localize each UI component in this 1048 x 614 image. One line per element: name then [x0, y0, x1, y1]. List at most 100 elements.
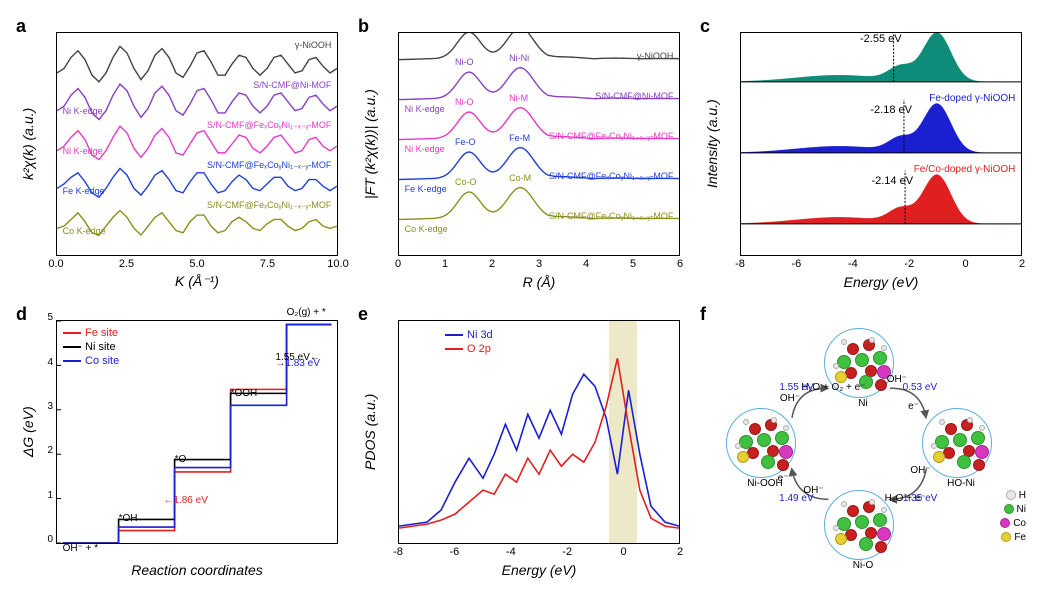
edge-label: Co K-edge — [405, 224, 448, 234]
series-label: Fe-doped γ-NiOOH — [929, 93, 1015, 104]
atom-legend-item: H — [1006, 490, 1026, 501]
series-label: S/N-CMF@FeₓCoᵧNi₁₋ₓ₋ᵧ-MOF — [207, 120, 331, 131]
peak-label: Fe-O — [455, 137, 476, 147]
panel-d-ylabel: ΔG (eV) — [20, 320, 40, 544]
legend-text: Ni 3d — [467, 329, 493, 341]
atom — [933, 451, 945, 463]
atom — [841, 339, 847, 345]
edge-reagent: OH⁻ — [910, 465, 930, 476]
panel-e: e PDOS (a.u.) Ni 3dO 2p Energy (eV) -8-6… — [362, 308, 686, 578]
panel-d-plot: Fe siteNi siteCo siteOH⁻ + **OH*O*OOHO₂(… — [56, 320, 338, 544]
panel-a-xlabel: K (Å⁻¹) — [56, 273, 338, 290]
atom — [783, 425, 789, 431]
atom — [975, 445, 989, 459]
edge-product: e⁻ — [778, 473, 789, 484]
atom-legend-swatch — [1000, 518, 1010, 528]
ytick: 4 — [39, 357, 53, 368]
xtick: 2 — [677, 546, 683, 558]
atom — [869, 499, 875, 505]
panel-a-plot: γ-NiOOH S/N-CMF@Ni-MOF Ni K-edge S/N-CMF@Fe… — [56, 32, 338, 256]
edge-label: Fe K-edge — [63, 186, 105, 196]
atom — [833, 363, 839, 369]
atom-legend-swatch — [1006, 490, 1016, 500]
dband-label: -2.14 eV — [871, 175, 913, 187]
xtick: 0 — [621, 546, 627, 558]
xtick: 4 — [583, 258, 589, 270]
atom — [779, 445, 793, 459]
atom — [875, 379, 887, 391]
step-label: OH⁻ + * — [63, 543, 99, 554]
atom — [771, 417, 777, 423]
panel-a: a k²χ(k) (a.u.) γ-NiOOHS/N-CMF@Ni-MOFNi … — [20, 20, 344, 290]
legend-item: Ni 3d — [445, 329, 493, 341]
xtick: 3 — [536, 258, 542, 270]
edge-dG: 1.49 eV — [779, 493, 813, 504]
peak-label: Co-O — [455, 177, 477, 187]
figure-grid: a k²χ(k) (a.u.) γ-NiOOHS/N-CMF@Ni-MOFNi … — [20, 20, 1028, 578]
step-label: O₂(g) + * — [287, 307, 326, 318]
atom — [833, 525, 839, 531]
xtick: 7.5 — [260, 258, 275, 270]
edge-dG: 1.55 eV — [779, 382, 813, 393]
ytick: 0 — [39, 534, 53, 545]
panel-f: f NiHO-NiNi-ONi-OOHOH⁻e⁻0.53 eVOH⁻H₂O + … — [704, 308, 1028, 578]
xtick: -6 — [450, 546, 460, 558]
atom — [777, 459, 789, 471]
xtick: -2 — [904, 258, 914, 270]
panel-c-ylabel: Intensity (a.u.) — [704, 32, 724, 256]
node-label: Ni-O — [838, 560, 888, 571]
atom — [735, 443, 741, 449]
edge-label: Co K-edge — [63, 226, 106, 236]
edge-label: Ni K-edge — [63, 106, 103, 116]
edge-dG: 1.35 eV — [903, 493, 937, 504]
edge-reagent: OH⁻ — [780, 393, 800, 404]
series-label: γ-NiOOH — [295, 40, 332, 50]
series-label: S/N-CMF@Ni-MOF — [253, 80, 331, 90]
xtick: 5.0 — [189, 258, 204, 270]
ytick: 5 — [39, 312, 53, 323]
panel-d-xlabel: Reaction coordinates — [56, 562, 338, 578]
atom — [873, 513, 887, 527]
legend-item: Fe site — [63, 327, 118, 339]
panel-c: c Intensity (a.u.) Co-doped γ-NiOOH-2.55… — [704, 20, 1028, 290]
xtick: -6 — [792, 258, 802, 270]
xtick: 5 — [630, 258, 636, 270]
xtick: 0 — [963, 258, 969, 270]
panel-a-ylabel: k²χ(k) (a.u.) — [20, 32, 40, 256]
atom-legend-item: Fe — [1001, 532, 1026, 543]
series-label: S/N-CMF@FeₓCoᵧNi₁₋ₓ₋ᵧ-MOF — [549, 131, 673, 142]
legend-text: Ni site — [85, 341, 116, 353]
xtick: -8 — [393, 546, 403, 558]
xtick: 2 — [489, 258, 495, 270]
atom — [859, 537, 873, 551]
xtick: -8 — [735, 258, 745, 270]
rds-label: ←1.86 eV — [163, 495, 207, 506]
panel-b-ylabel: |FT (k²χ(k))| (a.u.) — [362, 32, 382, 256]
step-label: *OH — [119, 513, 138, 524]
panel-c-xlabel: Energy (eV) — [740, 274, 1022, 290]
legend-swatch — [445, 348, 463, 350]
series-label: S/N-CMF@Ni-MOF — [595, 91, 673, 101]
legend-swatch — [63, 332, 81, 334]
xtick: 6 — [677, 258, 683, 270]
series-label: Co-doped γ-NiOOH — [928, 32, 1015, 33]
xtick: 10.0 — [327, 258, 348, 270]
series-label: S/N-CMF@FeₓCoᵧNi₁₋ₓ₋ᵧ-MOF — [207, 160, 331, 171]
peak-label: Co-M — [509, 173, 531, 183]
atom — [841, 501, 847, 507]
atom — [873, 351, 887, 365]
atom-legend-item: Ni — [1004, 504, 1026, 515]
dband-label: -2.18 eV — [870, 104, 912, 116]
panel-b: b |FT (k²χ(k))| (a.u.) Ni-ONi-Niγ-NiOOHN… — [362, 20, 686, 290]
edge-label: Ni K-edge — [405, 144, 445, 154]
atom — [775, 431, 789, 445]
atom — [931, 443, 937, 449]
atom — [743, 419, 749, 425]
atom — [881, 345, 887, 351]
edge-product: e⁻ — [908, 401, 919, 412]
legend-swatch — [63, 346, 81, 348]
legend-swatch — [63, 360, 81, 362]
atom — [979, 425, 985, 431]
peak-label: Ni-O — [455, 57, 474, 67]
legend-text: Co site — [85, 355, 119, 367]
